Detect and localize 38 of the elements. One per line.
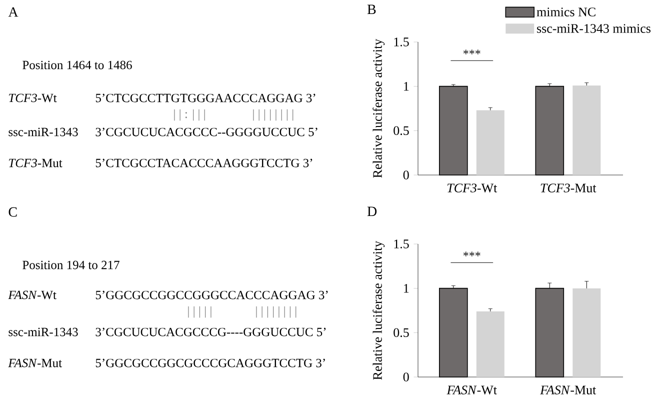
text: FASN-Wt: [8, 290, 56, 300]
text: TCF3-Wt: [9, 94, 57, 102]
bar: [476, 110, 504, 175]
text: | | : | | |: [174, 109, 205, 121]
text: ssc-miR-1343: [8, 328, 78, 336]
bar: [572, 85, 601, 175]
text: FASN-Mut: [8, 358, 62, 368]
y-tick-label: 0.5: [394, 328, 409, 338]
text: 5’CTCGCCTACACCCAAGGGTCCTG 3’: [96, 158, 312, 168]
text: 5’GGCGCCGGCCGGGCCACCCAGGAG 3’: [96, 290, 328, 300]
text: 5’GGCGCCGGCGCCCGCAGGGTCCTG 3’: [96, 358, 325, 368]
y-axis-title: Relative luciferase activity: [372, 38, 385, 178]
y-tick-label: 0.5: [394, 126, 409, 136]
text: A: [8, 7, 18, 17]
legend-label: mimics NC: [536, 8, 596, 16]
text: ssc-miR-1343: [8, 128, 78, 136]
chart-title: B: [367, 4, 376, 14]
y-tick-label: 1: [404, 82, 409, 91]
text: | | | | |: [188, 306, 212, 318]
text: Position 194 to 217: [22, 260, 120, 270]
y-tick-label: 1: [404, 284, 409, 293]
text: 3’CGCUCUCACGCCCG----GGGUCCUC 5’: [96, 328, 326, 336]
text: 3’CGCUCUCACGCCC--GGGGUCCUC 5’: [96, 128, 318, 136]
y-tick-label: 0: [403, 372, 409, 382]
text: C: [8, 207, 17, 217]
chart-title: D: [367, 206, 377, 216]
text: TCF3-Mut: [9, 158, 62, 168]
y-axis-title: Relative luciferase activity: [372, 240, 385, 380]
text: | | | | | | | |: [256, 306, 296, 318]
legend-label: ssc-miR-1343 mimics: [537, 24, 651, 33]
annotation: ***: [463, 252, 480, 256]
text: 5’CTCGCCTTGTGGGAACCCAGGAG 3’: [96, 94, 316, 102]
annotation: ***: [463, 50, 480, 54]
y-tick-label: 1.5: [394, 38, 409, 46]
text: | | | | | | | |: [253, 109, 294, 121]
y-tick-label: 0: [403, 170, 409, 180]
text: Position 1464 to 1486: [22, 60, 132, 70]
y-tick-label: 1.5: [394, 240, 409, 248]
